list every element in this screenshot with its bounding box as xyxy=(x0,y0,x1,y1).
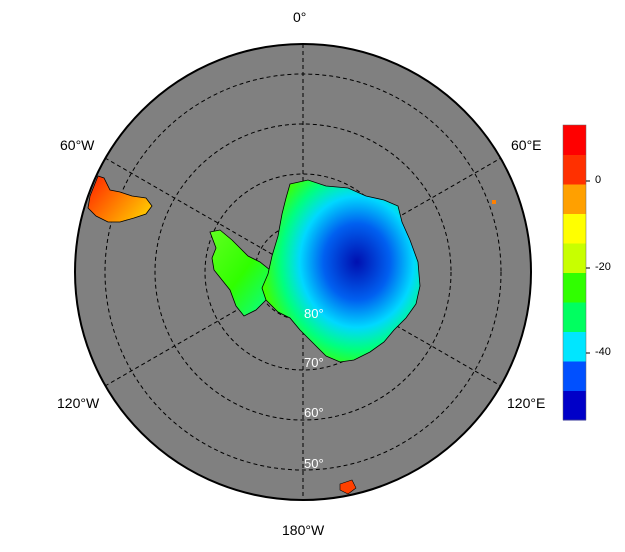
colorbar xyxy=(562,124,590,421)
island-near-60e xyxy=(492,200,496,204)
colorbar-label-minus20: -20 xyxy=(595,261,611,273)
colorbar-segment xyxy=(563,125,586,155)
south-america-landmass xyxy=(87,175,153,223)
colorbar-label-minus40: -40 xyxy=(595,346,611,358)
colorbar-segment xyxy=(563,302,586,332)
colorbar-segment xyxy=(563,243,586,273)
lon-label-120w: 120°W xyxy=(57,395,100,411)
lat-label-50: 50° xyxy=(304,456,324,471)
colorbar-segment xyxy=(563,331,586,362)
lon-label-180w: 180°W xyxy=(282,522,325,538)
island-near-180 xyxy=(339,479,357,495)
lat-label-70: 70° xyxy=(304,355,324,370)
map-border xyxy=(74,43,532,501)
colorbar-segment xyxy=(563,184,586,214)
lon-label-60e: 60°E xyxy=(511,137,542,153)
colorbar-segment xyxy=(563,154,586,185)
antarctic-peninsula xyxy=(209,229,277,317)
colorbar-segment xyxy=(563,272,586,303)
lat-label-60: 60° xyxy=(304,405,324,420)
colorbar-segment xyxy=(563,361,586,391)
lat-label-80: 80° xyxy=(304,306,324,321)
lon-label-120e: 120°E xyxy=(507,395,546,411)
colorbar-label-0: 0 xyxy=(595,174,602,186)
lon-label-0: 0° xyxy=(293,9,307,25)
colorbar-segment xyxy=(563,390,586,421)
lon-label-60w: 60°W xyxy=(60,137,95,153)
colorbar-segment xyxy=(563,213,586,244)
antarctica-landmass xyxy=(261,179,421,363)
